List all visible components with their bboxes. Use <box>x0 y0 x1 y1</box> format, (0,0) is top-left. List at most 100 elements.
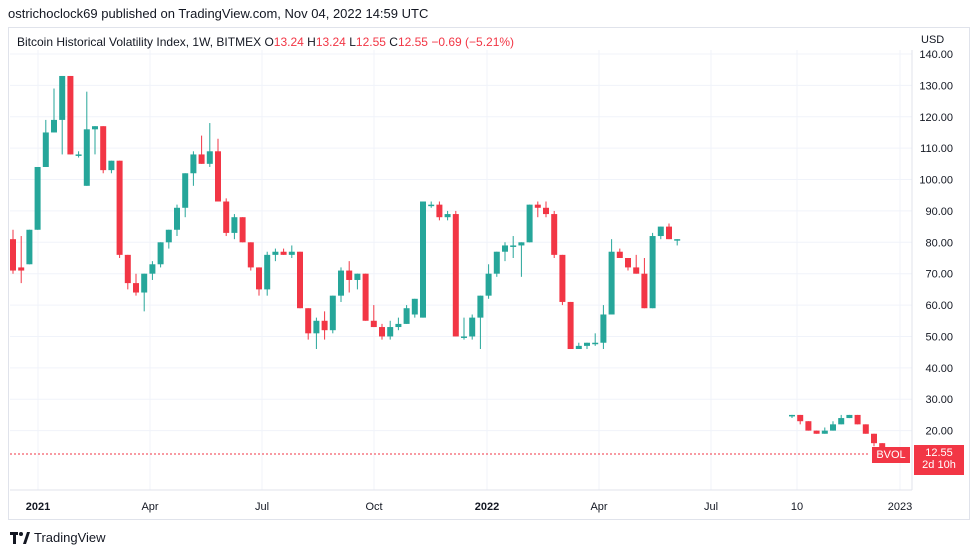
y-tick-label: 40.00 <box>925 363 953 375</box>
candle-body <box>280 251 287 255</box>
candle-body <box>838 418 845 425</box>
candle-body <box>649 236 656 309</box>
candle-body <box>420 201 426 318</box>
x-tick-label: Apr <box>590 501 607 513</box>
candle-body <box>354 273 361 280</box>
candle-body <box>567 301 574 350</box>
candle-body <box>264 254 271 290</box>
candle-body <box>584 342 590 346</box>
candle-body <box>305 308 312 334</box>
candle-body <box>165 229 172 243</box>
candle-body <box>846 414 853 419</box>
chart-legend: Bitcoin Historical Volatility Index, 1W,… <box>17 35 514 49</box>
y-tick-label: 130.00 <box>919 80 953 92</box>
legend-high-value: 13.24 <box>315 35 346 49</box>
candle-body <box>247 242 254 268</box>
candle-body <box>157 242 164 265</box>
x-tick-label: 2022 <box>475 501 499 513</box>
legend-low-label: L <box>349 35 356 49</box>
candle-body <box>329 295 336 331</box>
candle-body <box>75 154 82 156</box>
candle-body <box>206 151 213 164</box>
x-tick-label: 10 <box>791 501 803 513</box>
y-tick-label: 120.00 <box>919 112 953 124</box>
candle-body <box>485 273 492 296</box>
candle-body <box>67 75 74 155</box>
candle-body <box>830 424 836 431</box>
candle-body <box>83 129 90 186</box>
candle-body <box>625 258 631 268</box>
candle-body <box>256 267 262 290</box>
candle-body <box>633 267 640 274</box>
legend-high-label: H <box>307 35 316 49</box>
candle-body <box>411 298 418 315</box>
tradingview-logo-icon <box>10 531 30 544</box>
candle-body <box>674 239 681 241</box>
candle-body <box>313 320 320 334</box>
candle-body <box>616 251 623 258</box>
candle-body <box>338 270 344 296</box>
candle-body <box>510 245 517 247</box>
candle-body <box>108 160 115 171</box>
x-tick-label: 2021 <box>26 501 50 513</box>
candle-body <box>789 414 795 417</box>
y-tick-label: 140.00 <box>919 49 953 61</box>
y-tick-label: 50.00 <box>925 331 953 343</box>
candle-body <box>469 317 476 337</box>
brand-footer[interactable]: TradingView <box>10 530 106 545</box>
legend-title: Bitcoin Historical Volatility Index, 1W,… <box>17 35 262 49</box>
candle-body <box>534 204 541 208</box>
candle-body <box>551 214 558 255</box>
candle-body <box>452 214 459 337</box>
candle-body <box>272 251 279 255</box>
candle-body <box>149 264 156 274</box>
candle-body <box>805 421 812 431</box>
legend-open-label: O <box>264 35 274 49</box>
candle-body <box>477 295 484 318</box>
last-price-tag: 12.55 2d 10h <box>914 445 964 475</box>
legend-open-value: 13.24 <box>273 35 304 49</box>
symbol-tag: BVOL <box>872 447 910 463</box>
candles <box>10 75 894 454</box>
candle-body <box>239 217 246 243</box>
candle-body <box>608 251 615 315</box>
candle-body <box>502 245 508 252</box>
candle-body <box>428 204 435 207</box>
candle-body <box>116 160 123 255</box>
candle-body <box>92 126 98 130</box>
candle-body <box>461 336 467 338</box>
x-tick-label: Jul <box>255 501 269 513</box>
candle-body <box>854 414 861 425</box>
candle-body <box>543 207 549 215</box>
candle-body <box>403 308 410 324</box>
candle-body <box>198 154 205 164</box>
x-axis: 2021 Apr Jul Oct 2022 Apr Jul 10 2023 <box>26 501 912 513</box>
candle-body <box>436 204 443 218</box>
y-tick-label: 70.00 <box>925 269 953 281</box>
x-tick-label: Oct <box>365 501 382 513</box>
candle-body <box>100 126 107 171</box>
candle-body <box>297 251 303 309</box>
candle-body <box>559 254 566 302</box>
candle-body <box>813 430 820 434</box>
candle-body <box>231 217 238 233</box>
candle-body <box>346 270 353 280</box>
y-tick-label: 30.00 <box>925 394 953 406</box>
legend-close-value: 12.55 <box>397 35 428 49</box>
candle-body <box>592 342 599 345</box>
candle-body <box>215 151 221 202</box>
bar-countdown: 2d 10h <box>922 459 956 471</box>
candle-body <box>821 430 828 434</box>
candle-body <box>600 314 607 343</box>
candle-body <box>223 201 230 233</box>
candle-body <box>26 229 33 265</box>
candle-body <box>321 320 328 331</box>
candle-body <box>288 251 295 255</box>
candle-body <box>133 283 139 293</box>
candle-body <box>42 132 49 167</box>
y-tick-label: 20.00 <box>925 426 953 438</box>
candle-body <box>124 254 131 284</box>
legend-change: −0.69 (−5.21%) <box>431 35 515 49</box>
candle-body <box>575 345 582 350</box>
